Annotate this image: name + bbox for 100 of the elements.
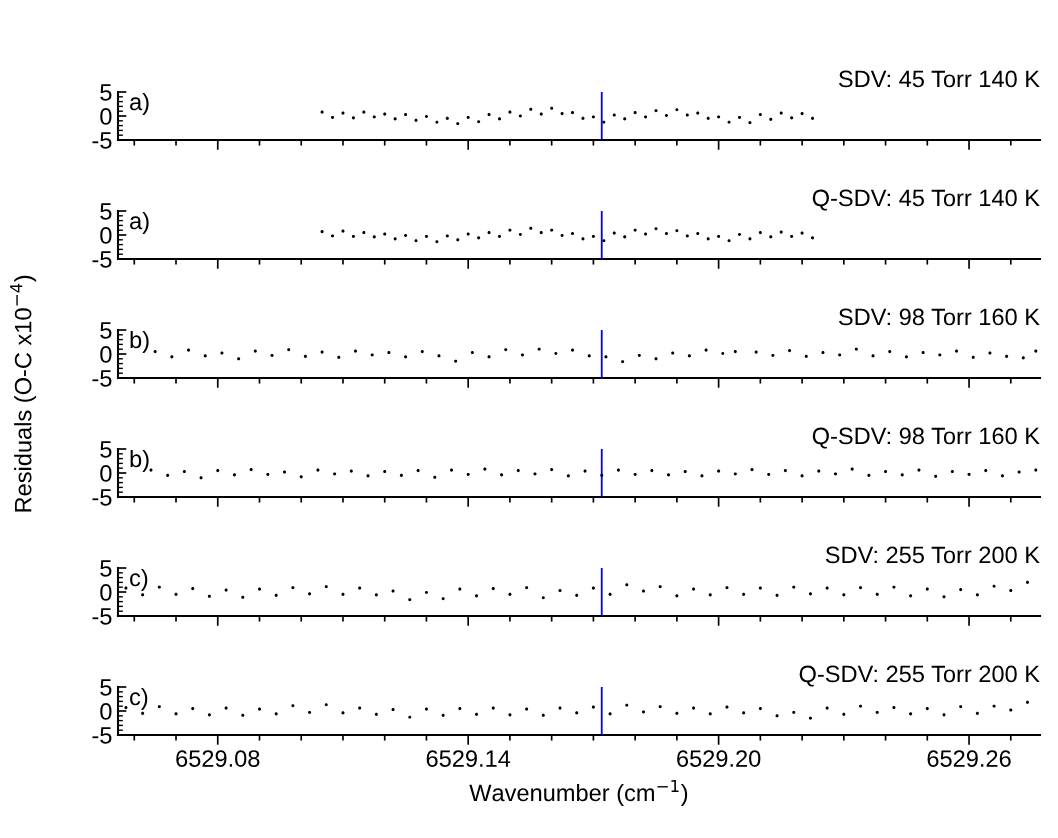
y-tick-label: 5 [100, 322, 112, 339]
point [330, 115, 335, 119]
point [641, 589, 646, 593]
point [621, 360, 625, 364]
point [316, 468, 320, 472]
point [470, 351, 474, 355]
point [483, 467, 487, 471]
point [717, 234, 721, 238]
y-tick-label: -5 [92, 489, 112, 506]
point [975, 711, 979, 715]
y-tick-label: 0 [100, 584, 112, 601]
point [182, 470, 186, 474]
x-tick-label: 6529.08 [176, 750, 260, 767]
point [456, 238, 460, 242]
annotation: a) [130, 92, 149, 115]
point [675, 594, 679, 598]
point [1025, 580, 1030, 584]
chart-title: Q-SDV: 98 Torr 160 K [812, 427, 1040, 449]
point [558, 589, 562, 593]
annotation: a) [130, 211, 149, 234]
y-tick-label: -5 [92, 251, 112, 268]
point [224, 706, 228, 710]
point [934, 474, 938, 478]
point [625, 583, 629, 587]
point [224, 588, 228, 592]
point [241, 595, 245, 599]
annotation: b) [130, 449, 149, 472]
y-tick-label: 5 [100, 679, 112, 696]
point [541, 713, 545, 717]
point [525, 586, 529, 590]
y-tick-label: 5 [100, 84, 112, 101]
point [570, 232, 575, 236]
point [810, 116, 815, 120]
point [241, 713, 245, 717]
point [393, 117, 397, 121]
chart-title: SDV: 255 Torr 200 K [825, 546, 1040, 564]
point [518, 232, 522, 237]
point [374, 712, 378, 716]
annotation: c) [130, 687, 148, 710]
point [737, 232, 742, 237]
point [1005, 354, 1009, 358]
chart-title: SDV: 45 Torr 140 K [838, 70, 1040, 88]
point [825, 706, 829, 710]
point [270, 353, 274, 357]
point [351, 234, 355, 238]
point [664, 232, 668, 236]
point [408, 715, 412, 719]
point [399, 473, 403, 477]
point [191, 707, 195, 711]
point [625, 703, 629, 707]
x-tick-label: 6529.26 [927, 750, 1011, 767]
point [959, 588, 963, 592]
point [424, 114, 428, 119]
point [166, 473, 170, 477]
point [767, 472, 771, 476]
point [299, 475, 303, 479]
point [633, 228, 637, 232]
point [497, 234, 502, 238]
point [842, 593, 846, 597]
x-axis-title: Wavenumber (cm$^{−1}$) [469, 779, 688, 806]
point [287, 348, 291, 352]
point [529, 107, 533, 111]
point [408, 598, 412, 602]
point [424, 234, 428, 238]
point [654, 109, 658, 113]
point [404, 113, 408, 117]
point [537, 347, 541, 351]
point [362, 110, 366, 114]
point [414, 118, 418, 122]
point [783, 469, 787, 473]
point [790, 234, 794, 238]
point [602, 120, 606, 124]
annotation: b) [130, 330, 149, 353]
point [604, 355, 608, 359]
chart-title: Q-SDV: 45 Torr 140 K [812, 189, 1040, 211]
point [170, 355, 174, 359]
y-tick-label: 0 [100, 227, 112, 244]
point [541, 596, 545, 600]
point [884, 470, 888, 474]
point [550, 468, 554, 472]
point [575, 593, 579, 597]
point [474, 712, 479, 716]
point [788, 349, 792, 353]
point [637, 353, 641, 357]
point [742, 592, 746, 596]
point [1025, 700, 1030, 704]
point [925, 707, 929, 711]
point [750, 468, 754, 472]
point [424, 590, 428, 595]
point [282, 470, 287, 474]
y-tick-label: 0 [100, 465, 112, 482]
y-axis-title: Residuals (O-C x10$^{−4}$) [10, 275, 37, 512]
point [733, 350, 737, 354]
point [950, 470, 954, 474]
point [706, 237, 710, 241]
point [433, 475, 437, 479]
point [393, 237, 397, 241]
point [591, 234, 595, 238]
point [825, 586, 829, 590]
point [191, 587, 195, 591]
